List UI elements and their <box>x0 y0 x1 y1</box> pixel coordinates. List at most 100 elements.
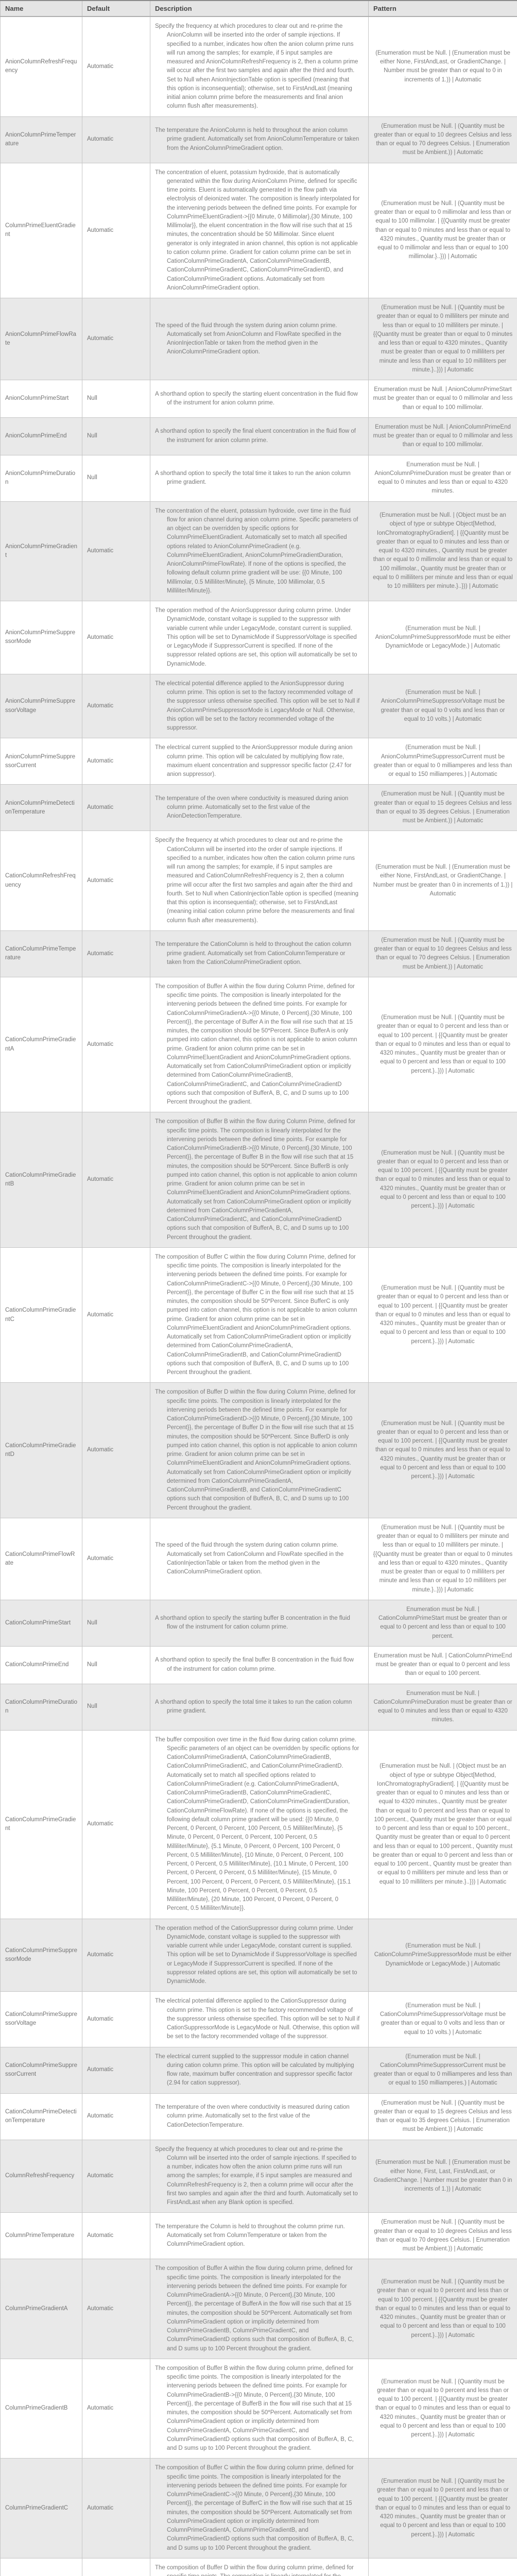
option-default: Automatic <box>82 930 150 977</box>
option-description: The operation method of the AnionSuppres… <box>150 601 369 674</box>
option-pattern: (Enumeration must be Null. | AnionColumn… <box>368 673 517 739</box>
option-default: Automatic <box>82 1112 150 1248</box>
option-description: A shorthand option to specify the total … <box>150 454 369 502</box>
option-pattern: (Enumeration must be Null. | (Quantity m… <box>368 162 517 298</box>
option-description: The composition of Buffer D within the f… <box>150 2557 369 2576</box>
table-row: AnionColumnPrimeStart Null A shorthand o… <box>0 380 517 418</box>
option-default: Automatic <box>82 2458 150 2558</box>
table-row: CationColumnPrimeGradientA Automatic The… <box>0 976 517 1113</box>
option-description: The composition of Buffer A within the f… <box>150 2259 369 2359</box>
table-row: AnionColumnPrimeSuppressorVoltage Automa… <box>0 673 517 739</box>
option-pattern: (Enumeration must be Null. | (Object mus… <box>368 501 517 601</box>
option-pattern: (Enumeration must be Null. | (Quantity m… <box>368 2212 517 2260</box>
table-row: AnionColumnPrimeDetectionTemperature Aut… <box>0 784 517 832</box>
option-description: A shorthand option to specify the final … <box>150 1646 369 1684</box>
option-description: The composition of Buffer B within the f… <box>150 1112 369 1248</box>
table-row: AnionColumnPrimeEnd Null A shorthand opt… <box>0 417 517 455</box>
option-name: ColumnPrimeEluentGradient <box>0 162 82 298</box>
option-default: Automatic <box>82 1918 150 1992</box>
option-description: The temperature the AnionColumn is held … <box>150 116 369 163</box>
option-description: Specify the frequency at which procedure… <box>150 2139 369 2213</box>
table-row: AnionColumnPrimeGradient Automatic The c… <box>0 501 517 601</box>
table-row: ColumnPrimeGradientB Automatic The compo… <box>0 2358 517 2459</box>
option-pattern: (Enumeration must be Null. | (Quantity m… <box>368 1112 517 1248</box>
table-row: CationColumnPrimeSuppressorCurrent Autom… <box>0 2046 517 2094</box>
option-name: AnionColumnPrimeGradient <box>0 501 82 601</box>
column-header-default: Default <box>82 0 150 17</box>
table-row: CationColumnRefreshFrequency Automatic S… <box>0 831 517 931</box>
option-pattern: (Enumeration must be Null. | (Quantity m… <box>368 784 517 832</box>
column-header-name: Name <box>0 0 82 17</box>
option-default: Automatic <box>82 1991 150 2047</box>
option-description: The temperature the Column is held to th… <box>150 2212 369 2260</box>
option-pattern: (Enumeration must be Null. | (Quantity m… <box>368 1247 517 1383</box>
option-description: The composition of Buffer B within the f… <box>150 2358 369 2459</box>
option-name: CationColumnRefreshFrequency <box>0 831 82 931</box>
option-pattern: (Enumeration must be Null. | CationColum… <box>368 1918 517 1992</box>
option-default: Null <box>82 1599 150 1647</box>
option-description: The electrical current supplied to the s… <box>150 2046 369 2094</box>
option-default: Automatic <box>82 16 150 117</box>
option-pattern: Enumeration must be Null. | CationColumn… <box>368 1646 517 1684</box>
table-row: AnionColumnPrimeFlowRate Automatic The s… <box>0 298 517 380</box>
option-name: AnionColumnPrimeSuppressorCurrent <box>0 738 82 785</box>
option-pattern: (Enumeration must be Null. | (Quantity m… <box>368 1382 517 1518</box>
option-pattern: Enumeration must be Null. | CationColumn… <box>368 1599 517 1647</box>
option-default: Automatic <box>82 1517 150 1600</box>
option-name: CationColumnPrimeTemperature <box>0 930 82 977</box>
option-description: The composition of Buffer C within the f… <box>150 1247 369 1383</box>
option-default: Automatic <box>82 298 150 380</box>
option-name: AnionColumnPrimeSuppressorVoltage <box>0 673 82 739</box>
option-pattern: (Enumeration must be Null. | (Enumeratio… <box>368 2139 517 2213</box>
option-name: CationColumnPrimeDuration <box>0 1683 82 1731</box>
option-pattern: Enumeration must be Null. | AnionColumnP… <box>368 417 517 455</box>
table-row: CationColumnPrimeSuppressorMode Automati… <box>0 1918 517 1992</box>
option-description: The temperature of the oven where conduc… <box>150 2093 369 2140</box>
option-pattern: (Enumeration must be Null. | CationColum… <box>368 2046 517 2094</box>
option-pattern: (Enumeration must be Null. | (Quantity m… <box>368 1517 517 1600</box>
option-pattern: Enumeration must be Null. | CationColumn… <box>368 1683 517 1731</box>
option-description: The composition of Buffer D within the f… <box>150 1382 369 1518</box>
option-pattern: (Enumeration must be Null. | (Quantity m… <box>368 930 517 977</box>
option-name: AnionColumnPrimeEnd <box>0 417 82 455</box>
table-body: AnionColumnRefreshFrequency Automatic Sp… <box>0 16 517 2576</box>
option-default: Null <box>82 1683 150 1731</box>
option-default: Automatic <box>82 831 150 931</box>
option-default: Null <box>82 417 150 455</box>
option-pattern: (Enumeration must be Null. | (Enumeratio… <box>368 831 517 931</box>
table-row: AnionColumnPrimeDuration Null A shorthan… <box>0 454 517 502</box>
option-name: AnionColumnPrimeDuration <box>0 454 82 502</box>
option-default: Automatic <box>82 1382 150 1518</box>
option-description: A shorthand option to specify the final … <box>150 417 369 455</box>
option-default: Automatic <box>82 501 150 601</box>
option-pattern: (Enumeration must be Null. | (Object mus… <box>368 1730 517 1919</box>
table-header: Name Default Description Pattern <box>0 0 517 17</box>
option-pattern: (Enumeration must be Null. | (Quantity m… <box>368 2358 517 2459</box>
table-row: CationColumnPrimeDuration Null A shortha… <box>0 1683 517 1731</box>
option-description: The operation method of the CationSuppre… <box>150 1918 369 1992</box>
option-pattern: (Enumeration must be Null. | (Quantity m… <box>368 2093 517 2140</box>
option-description: A shorthand option to specify the starti… <box>150 380 369 418</box>
option-pattern: (Enumeration must be Null. | (Quantity m… <box>368 116 517 163</box>
option-name: CationColumnPrimeGradientD <box>0 1382 82 1518</box>
option-default: Automatic <box>82 2557 150 2576</box>
option-default: Automatic <box>82 2093 150 2140</box>
option-description: A shorthand option to specify the total … <box>150 1683 369 1731</box>
option-description: A shorthand option to specify the starti… <box>150 1599 369 1647</box>
table-row: CationColumnPrimeGradientB Automatic The… <box>0 1112 517 1248</box>
option-pattern: (Enumeration must be Null. | (Quantity m… <box>368 2557 517 2576</box>
option-name: ColumnPrimeGradientB <box>0 2358 82 2459</box>
table-row: CationColumnPrimeEnd Null A shorthand op… <box>0 1646 517 1684</box>
option-name: CationColumnPrimeSuppressorVoltage <box>0 1991 82 2047</box>
option-description: The buffer composition over time in the … <box>150 1730 369 1919</box>
table-row: ColumnPrimeGradientC Automatic The compo… <box>0 2458 517 2558</box>
option-name: CationColumnPrimeGradientA <box>0 976 82 1113</box>
option-pattern: (Enumeration must be Null. | (Enumeratio… <box>368 16 517 117</box>
option-description: The temperature of the oven where conduc… <box>150 784 369 832</box>
option-default: Automatic <box>82 2358 150 2459</box>
option-pattern: (Enumeration must be Null. | (Quantity m… <box>368 976 517 1113</box>
table-row: AnionColumnPrimeSuppressorMode Automatic… <box>0 601 517 674</box>
option-description: The electrical potential difference appl… <box>150 1991 369 2047</box>
option-default: Automatic <box>82 2212 150 2260</box>
